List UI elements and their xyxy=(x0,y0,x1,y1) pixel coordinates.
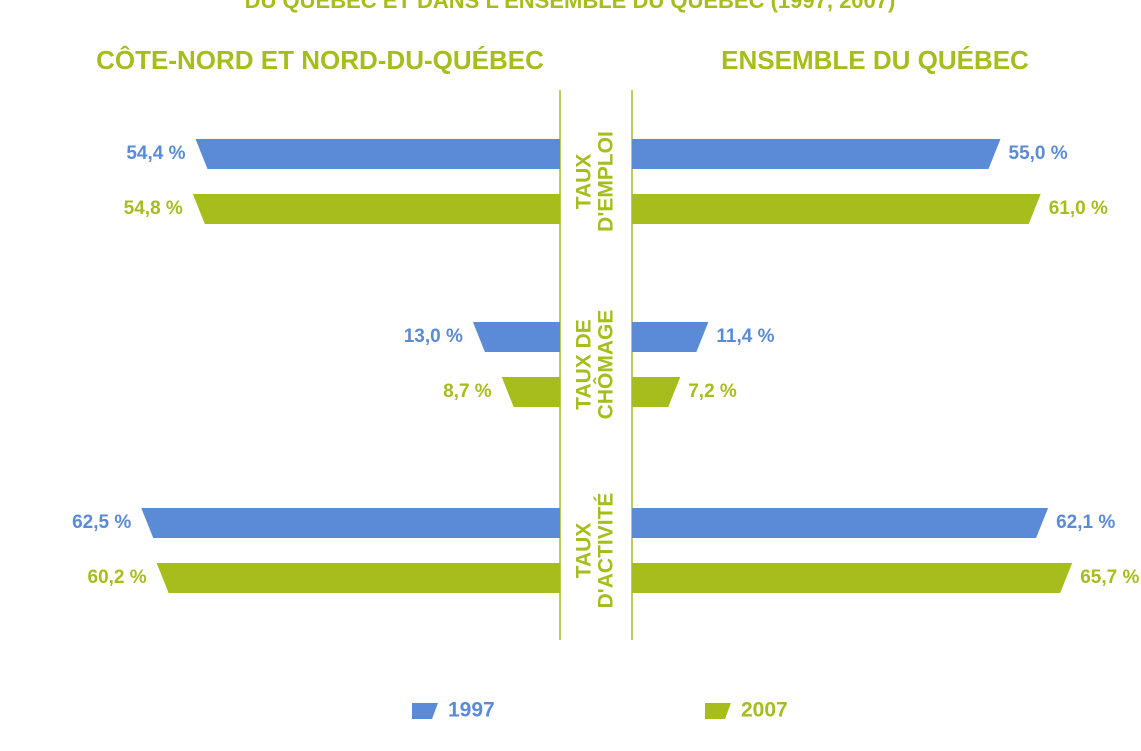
legend-swatch xyxy=(412,703,438,719)
value-label: 65,7 % xyxy=(1080,567,1139,588)
bar xyxy=(141,508,560,538)
bar xyxy=(632,563,1073,593)
bar xyxy=(156,563,560,593)
chart-title: DU QUÉBEC ET DANS L'ENSEMBLE DU QUÉBEC (… xyxy=(245,0,896,13)
value-label: 13,0 % xyxy=(404,326,463,347)
category-label: CHÔMAGE xyxy=(594,310,618,420)
category-label: TAUX xyxy=(573,523,596,579)
category-label: D'ACTIVITÉ xyxy=(595,493,618,609)
bar xyxy=(501,377,560,407)
category-label: D'EMPLOI xyxy=(595,131,618,232)
legend-label: 1997 xyxy=(448,699,495,722)
right-title: ENSEMBLE DU QUÉBEC xyxy=(721,45,1029,75)
value-label: 62,5 % xyxy=(72,512,131,533)
category-label: TAUX DE xyxy=(573,319,596,410)
bar xyxy=(192,194,560,224)
legend-swatch xyxy=(705,703,731,719)
bar xyxy=(632,322,709,352)
value-label: 11,4 % xyxy=(716,326,774,347)
bar xyxy=(472,322,560,352)
category-label: TAUX xyxy=(573,154,596,210)
value-label: 60,2 % xyxy=(88,567,147,588)
value-label: 7,2 % xyxy=(688,381,737,402)
value-label: 62,1 % xyxy=(1056,512,1115,533)
value-label: 54,4 % xyxy=(126,143,185,164)
value-label: 61,0 % xyxy=(1049,198,1108,219)
bar xyxy=(632,194,1041,224)
value-label: 8,7 % xyxy=(443,381,492,402)
value-label: 54,8 % xyxy=(124,198,183,219)
bar xyxy=(632,508,1049,538)
bar xyxy=(195,139,560,169)
left-title: CÔTE-NORD ET NORD-DU-QUÉBEC xyxy=(96,45,544,75)
value-label: 55,0 % xyxy=(1009,143,1068,164)
bar xyxy=(632,139,1001,169)
legend-label: 2007 xyxy=(741,699,788,722)
bar xyxy=(632,377,681,407)
